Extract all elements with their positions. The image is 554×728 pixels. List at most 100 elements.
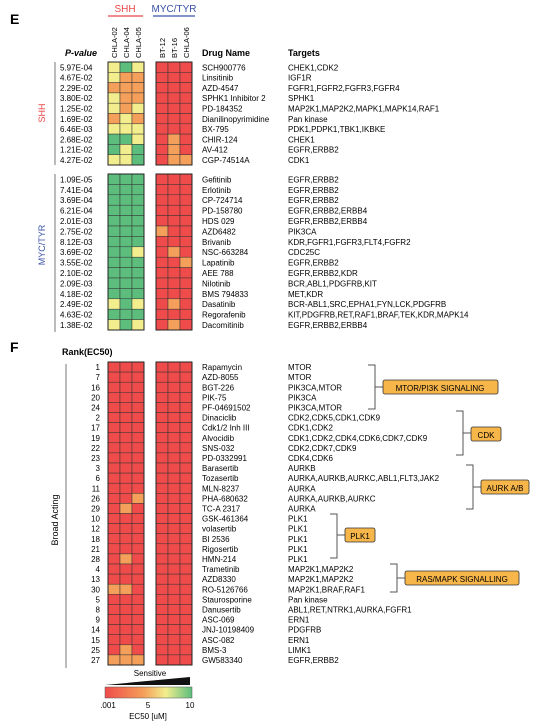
heatmap-cell <box>131 513 145 524</box>
targets: PDK1,PDPK1,TBK1,IKBKE <box>288 125 385 134</box>
shh-group-label: SHH <box>114 4 135 15</box>
p-value: 1.21E-02 <box>60 146 93 155</box>
heatmap-cell <box>155 246 169 258</box>
heatmap-cell <box>119 654 133 666</box>
drug-name: SCH900776 <box>202 63 246 72</box>
heatmap-cell <box>107 634 121 646</box>
targets: EGFR,ERBB2 <box>288 656 339 665</box>
heatmap-cell <box>167 563 181 575</box>
heatmap-cell <box>155 371 169 383</box>
drug-name: Danusertib <box>202 606 241 615</box>
rank-value: 7 <box>96 373 101 382</box>
rows-f: 1 Rapamycin MTOR 7 AZD-8055 MTOR 16 BGT-226 PIK3… <box>91 363 439 665</box>
rank-value: 8 <box>96 606 101 615</box>
targets: EGFR,ERBB2 <box>288 175 339 184</box>
heatmap-cell <box>131 594 145 605</box>
drug-name: SNS-032 <box>202 444 235 453</box>
heatmap-cell <box>107 472 121 484</box>
heatmap-cell <box>131 371 145 383</box>
targets: MTOR <box>288 373 312 382</box>
drug-name: BX-795 <box>202 125 229 134</box>
plk1-label: PLK1 <box>350 532 370 541</box>
heatmap-cell <box>131 533 145 545</box>
drug-name: BGT-226 <box>202 383 235 392</box>
heatmap-cell <box>167 298 181 310</box>
heatmap-cell <box>131 144 145 155</box>
heatmap-cell <box>107 604 121 615</box>
rank-value: 9 <box>96 616 101 625</box>
heatmap-cell <box>131 246 145 258</box>
heatmap-cell <box>107 204 121 216</box>
rank-value: 5 <box>96 595 101 604</box>
heatmap-cell <box>179 61 193 73</box>
heatmap-cell <box>107 225 121 237</box>
drug-name: TC-A 2317 <box>202 505 241 514</box>
targets: EGFR,ERBB2 <box>288 146 339 155</box>
heatmap-cell <box>107 246 121 258</box>
heatmap-cell <box>107 523 121 534</box>
p-value: 1.38E-02 <box>60 321 93 330</box>
drug-name: Linsitinib <box>202 74 234 83</box>
heatmap-cell <box>107 513 121 524</box>
drug-name: CHIR-124 <box>202 135 238 144</box>
heatmap-cell <box>107 133 121 145</box>
heatmap-cell <box>179 402 193 413</box>
heatmap-cell <box>107 371 121 383</box>
heatmap-cell <box>119 144 133 155</box>
heatmap-cell <box>119 319 133 331</box>
heatmap-cell <box>167 533 181 545</box>
p-value: 3.80E-02 <box>60 94 93 103</box>
rank-value: 27 <box>91 656 100 665</box>
heatmap-cell <box>119 442 133 454</box>
heatmap-cell <box>119 371 133 383</box>
drug-name: RO-5126766 <box>202 585 248 594</box>
heatmap-cell <box>131 573 145 585</box>
targets: PLK1 <box>288 555 308 564</box>
heatmap-cell <box>119 644 133 656</box>
heatmap-cell <box>119 563 133 575</box>
heatmap-f <box>107 361 193 666</box>
heatmap-cell <box>119 513 133 524</box>
aurk-label-box <box>480 479 530 495</box>
targets: PLK1 <box>288 525 308 534</box>
broad-acting-label: Broad Acting <box>50 494 60 545</box>
heatmap-cell <box>179 533 193 545</box>
heatmap-cell <box>131 92 145 104</box>
heatmap-cell <box>167 614 181 625</box>
p-value: 4.63E-02 <box>60 311 93 320</box>
rank-value: 16 <box>91 383 100 392</box>
rank-value: 14 <box>91 626 100 635</box>
heatmap-cell <box>119 288 133 300</box>
p-value: 4.27E-02 <box>60 156 93 165</box>
rank-value: 15 <box>91 636 100 645</box>
panel-e-label: E <box>10 11 19 27</box>
heatmap-cell <box>155 563 169 575</box>
drug-name: SPHK1 Inhibitor 2 <box>202 94 266 103</box>
drug-name: Gefitinib <box>202 175 232 184</box>
heatmap-cell <box>131 634 145 646</box>
heatmap-cell <box>131 277 145 289</box>
heatmap-cell <box>179 82 193 94</box>
side-label-myc: MYC/TYR <box>37 224 47 265</box>
drug-name: Cdk1/2 Inh III <box>202 424 250 433</box>
heatmap-cell <box>179 654 193 666</box>
heatmap-cell <box>107 277 121 289</box>
heatmap-cell <box>155 402 169 413</box>
heatmap-cell <box>119 462 133 474</box>
p-value: 6.46E-03 <box>60 125 93 134</box>
targets: EGFR,ERBB2,ERBB4 <box>288 217 368 226</box>
heatmap-cell <box>107 113 121 125</box>
drug-name: PD-0332991 <box>202 454 247 463</box>
heatmap-cell <box>167 277 181 289</box>
heatmap-cell <box>179 634 193 646</box>
heatmap-cell <box>155 432 169 444</box>
heatmap-cell <box>119 594 133 605</box>
heatmap-cell <box>167 513 181 524</box>
heatmap-cell <box>179 267 193 279</box>
heatmap-cell <box>119 573 133 585</box>
heatmap-cell <box>155 503 169 514</box>
heatmap-cell <box>107 392 121 403</box>
heatmap-cell <box>167 553 181 565</box>
heatmap-cell <box>131 563 145 575</box>
heatmap-cell <box>179 288 193 300</box>
